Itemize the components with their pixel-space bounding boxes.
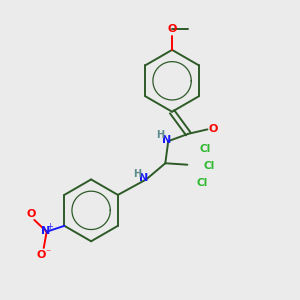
Text: O: O <box>27 209 36 219</box>
Text: Cl: Cl <box>204 161 215 171</box>
Text: +: + <box>46 223 53 232</box>
Text: O: O <box>36 250 46 260</box>
Text: Cl: Cl <box>200 143 211 154</box>
Text: H: H <box>133 169 141 179</box>
Text: N: N <box>162 135 171 145</box>
Text: ⁻: ⁻ <box>45 248 50 258</box>
Text: O: O <box>208 124 218 134</box>
Text: H: H <box>156 130 164 140</box>
Text: N: N <box>40 226 50 236</box>
Text: O: O <box>167 24 177 34</box>
Text: N: N <box>139 173 148 183</box>
Text: Cl: Cl <box>196 178 208 188</box>
